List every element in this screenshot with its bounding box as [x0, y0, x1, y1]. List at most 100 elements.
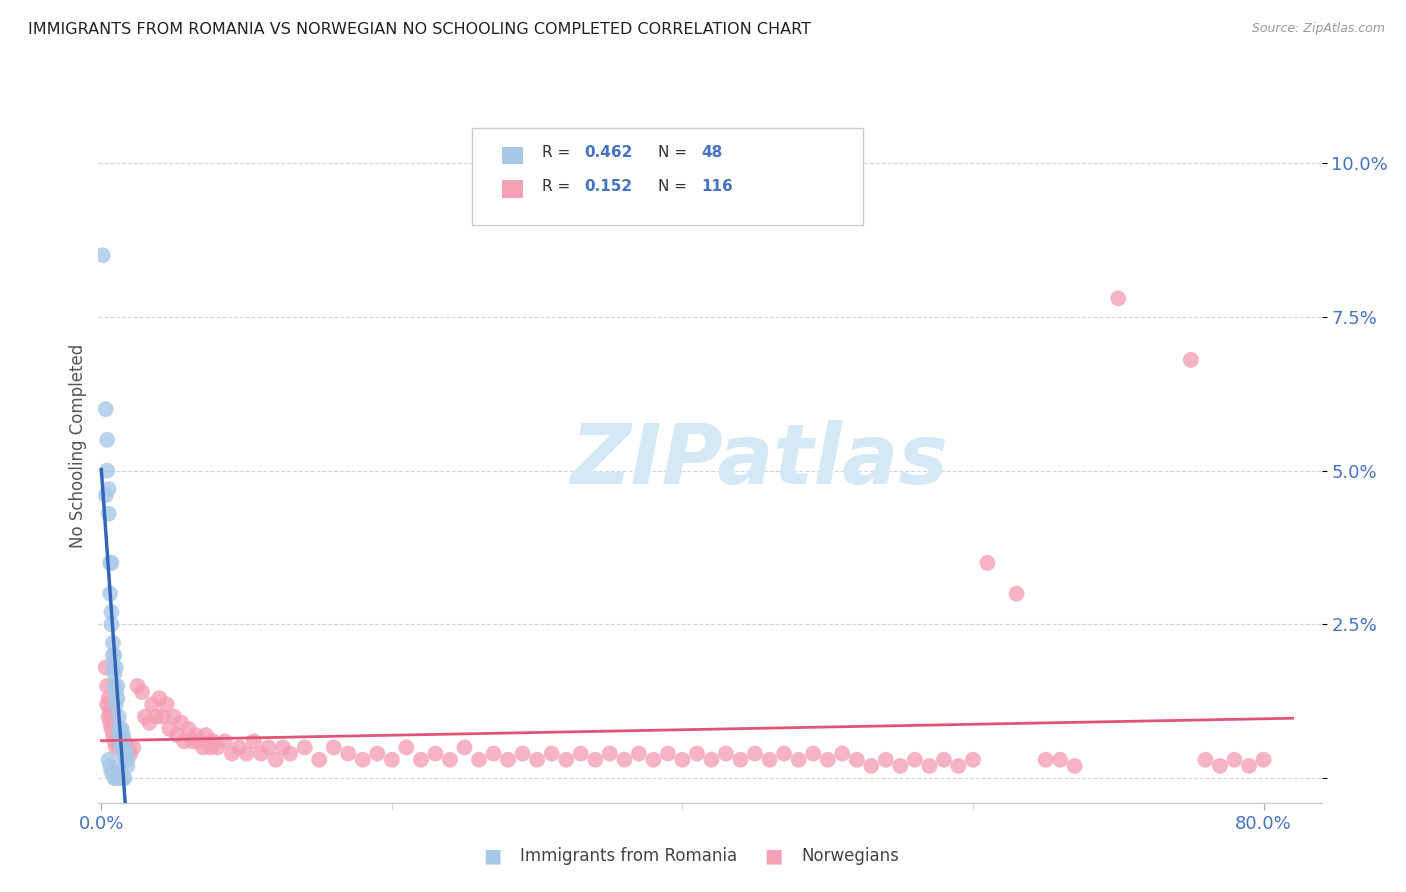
Text: ZIPatlas: ZIPatlas	[569, 420, 948, 500]
Text: Immigrants from Romania: Immigrants from Romania	[520, 847, 737, 865]
Point	[96, 698, 118, 712]
FancyBboxPatch shape	[471, 128, 863, 225]
Point	[98, 715, 121, 730]
Point	[758, 753, 780, 767]
Point	[101, 648, 124, 662]
Point	[150, 709, 173, 723]
Point	[98, 704, 121, 718]
Point	[141, 698, 163, 712]
Point	[115, 747, 138, 761]
Point	[159, 722, 181, 736]
Point	[100, 617, 122, 632]
Point	[439, 753, 461, 767]
Point	[114, 753, 136, 767]
Point	[184, 728, 207, 742]
Point	[889, 759, 911, 773]
Point	[177, 722, 200, 736]
Point	[101, 660, 124, 674]
Point	[100, 765, 122, 780]
Point	[97, 691, 120, 706]
Point	[352, 753, 374, 767]
Point	[845, 753, 868, 767]
Text: R =: R =	[541, 178, 575, 194]
Point	[860, 759, 883, 773]
Point	[613, 753, 636, 767]
Point	[194, 728, 217, 742]
Point	[1209, 759, 1232, 773]
Point	[166, 728, 188, 742]
Point	[1049, 753, 1071, 767]
Point	[181, 734, 204, 748]
Point	[1063, 759, 1085, 773]
Point	[97, 753, 120, 767]
Point	[526, 753, 548, 767]
Point	[101, 728, 124, 742]
Point	[381, 753, 404, 767]
Point	[117, 753, 139, 767]
Point	[409, 753, 432, 767]
Text: 116: 116	[700, 178, 733, 194]
Point	[468, 753, 491, 767]
Point	[117, 740, 139, 755]
Point	[831, 747, 853, 761]
Point	[120, 747, 142, 761]
Point	[1005, 587, 1028, 601]
Point	[657, 747, 679, 761]
Point	[235, 747, 257, 761]
Point	[271, 740, 294, 755]
Text: ■: ■	[763, 847, 783, 866]
Point	[714, 747, 737, 761]
Point	[114, 771, 136, 785]
FancyBboxPatch shape	[502, 180, 523, 198]
Point	[250, 747, 273, 761]
Point	[94, 660, 117, 674]
Point	[801, 747, 824, 761]
Point	[156, 698, 179, 712]
Point	[115, 753, 138, 767]
Point	[555, 753, 578, 767]
Point	[96, 464, 118, 478]
Point	[100, 605, 122, 619]
Point	[94, 402, 117, 417]
Point	[138, 715, 160, 730]
Point	[627, 747, 650, 761]
Point	[114, 734, 136, 748]
Point	[817, 753, 839, 767]
Point	[191, 740, 214, 755]
Point	[671, 753, 693, 767]
Point	[322, 740, 344, 755]
Point	[243, 734, 266, 748]
Point	[103, 722, 125, 736]
Point	[105, 691, 128, 706]
Point	[98, 556, 121, 570]
Text: Source: ZipAtlas.com: Source: ZipAtlas.com	[1251, 22, 1385, 36]
Point	[366, 747, 388, 761]
Point	[976, 556, 998, 570]
Point	[294, 740, 316, 755]
Point	[599, 747, 621, 761]
Point	[103, 666, 125, 681]
Point	[145, 709, 167, 723]
Point	[107, 734, 129, 748]
Point	[337, 747, 360, 761]
Point	[122, 740, 145, 755]
Point	[425, 747, 447, 761]
Point	[103, 679, 125, 693]
Point	[1035, 753, 1057, 767]
Point	[643, 753, 665, 767]
Point	[453, 740, 475, 755]
Point	[107, 722, 129, 736]
Point	[257, 740, 280, 755]
Point	[101, 765, 124, 780]
Text: 48: 48	[700, 145, 723, 161]
Point	[700, 753, 723, 767]
Point	[96, 433, 118, 447]
Point	[207, 740, 229, 755]
Point	[134, 709, 156, 723]
Point	[1237, 759, 1260, 773]
Point	[932, 753, 955, 767]
Point	[730, 753, 752, 767]
Point	[103, 648, 125, 662]
Point	[112, 728, 135, 742]
Point	[512, 747, 534, 761]
